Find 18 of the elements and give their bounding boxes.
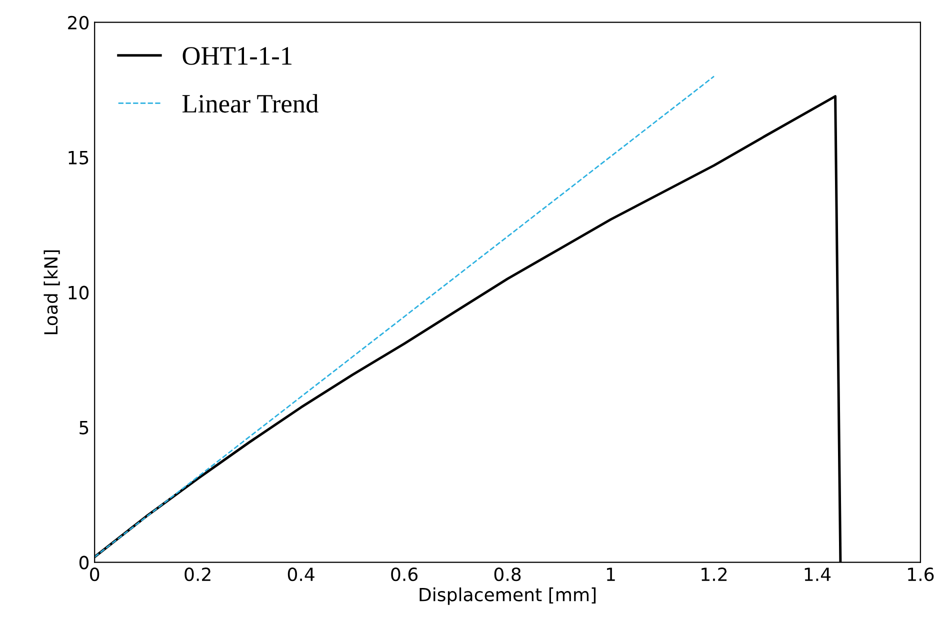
y-tick-label: 5 [80,421,88,434]
x-tick-label: 0.4 [288,568,314,582]
y-tick-label: 0 [79,556,89,570]
y-axis-title: Load [kN] [44,250,60,334]
y-tick-label: 15 [68,151,88,164]
x-tick-label: 1.2 [702,568,727,581]
x-tick-label: 1.4 [804,568,831,581]
x-tick-label: 0.8 [494,568,521,582]
x-tick-label: 1.6 [908,568,934,582]
x-axis-title: Displacement [mm] [420,587,596,605]
x-tick-label: 0 [90,568,100,582]
x-tick-label: 0.6 [391,568,418,582]
y-tick-label: 10 [68,286,89,300]
x-tick-label: 0.2 [184,568,210,582]
x-tick-label: 1 [607,568,615,581]
y-tick-label: 20 [68,16,89,30]
legend-label: Linear Trend [182,94,318,113]
legend-label: OHT1-1-1 [182,47,292,65]
